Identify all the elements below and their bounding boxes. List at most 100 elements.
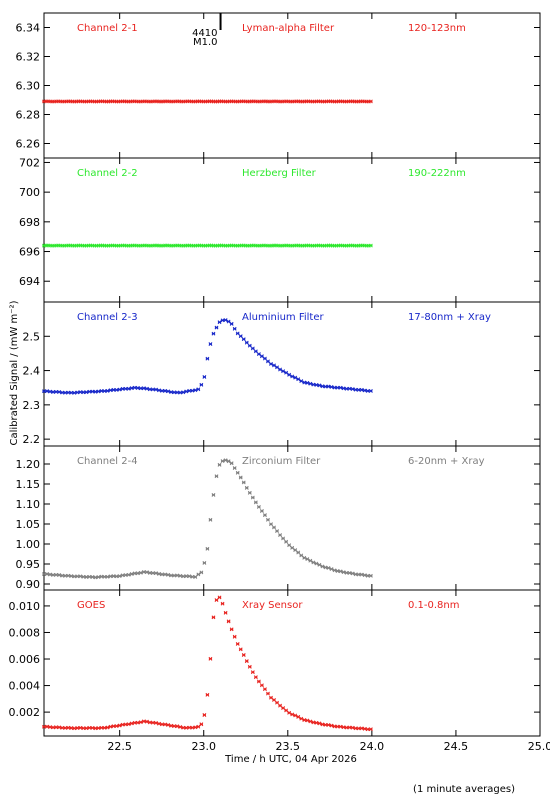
data-point	[187, 574, 192, 579]
data-point	[178, 725, 183, 729]
data-point	[341, 570, 346, 575]
data-point	[226, 619, 231, 624]
data-point	[181, 725, 186, 730]
data-point	[123, 722, 128, 727]
data-point	[353, 726, 358, 731]
x-tick-label: 25.0	[528, 740, 550, 753]
data-point	[368, 388, 373, 393]
data-point	[332, 724, 337, 729]
data-point	[150, 571, 155, 575]
data-point	[48, 389, 53, 394]
data-point	[244, 485, 249, 490]
data-point	[244, 340, 249, 345]
data-point	[275, 365, 279, 370]
data-point	[281, 536, 286, 541]
data-point	[317, 721, 322, 726]
data-point	[166, 572, 171, 577]
data-point	[57, 573, 62, 577]
data-point	[226, 459, 231, 464]
y-tick-label: 1.05	[16, 518, 41, 531]
data-point	[232, 466, 237, 470]
data-point	[350, 387, 355, 391]
data-point	[42, 572, 46, 577]
data-point	[45, 572, 49, 576]
data-point	[350, 571, 355, 576]
data-point	[63, 573, 68, 578]
data-point	[72, 390, 77, 395]
data-point	[311, 382, 316, 387]
data-point	[305, 380, 310, 385]
data-point	[150, 387, 155, 392]
series-2	[42, 243, 373, 248]
panel-filter-label: Herzberg Filter	[242, 168, 317, 179]
data-point	[317, 383, 322, 388]
data-point	[147, 570, 152, 575]
data-point	[256, 505, 261, 509]
data-point	[132, 385, 137, 390]
data-point	[356, 572, 361, 577]
data-point	[347, 570, 352, 575]
data-point	[368, 727, 373, 732]
data-point	[57, 725, 62, 730]
data-point	[60, 725, 65, 730]
y-tick-label: 6.34	[16, 22, 41, 35]
data-point	[362, 388, 367, 393]
data-point	[356, 726, 361, 731]
data-point	[199, 570, 204, 575]
panel-filter-label: Zirconium Filter	[242, 456, 321, 467]
data-point	[48, 572, 53, 577]
data-point	[169, 390, 174, 395]
data-point	[365, 727, 370, 732]
data-point	[302, 380, 307, 385]
data-point	[214, 598, 219, 602]
data-point	[102, 574, 107, 579]
data-point	[223, 610, 228, 615]
plot-frame	[43, 12, 541, 737]
data-point	[266, 517, 270, 522]
data-point	[51, 390, 56, 394]
data-point	[308, 558, 313, 563]
data-point	[259, 683, 264, 688]
x-tick-label: 24.0	[360, 740, 385, 753]
data-point	[135, 571, 140, 576]
data-point	[365, 389, 370, 393]
data-point	[132, 571, 137, 576]
data-point	[51, 572, 56, 577]
y-tick-label: 0.95	[16, 558, 41, 571]
data-point	[190, 574, 195, 579]
series-3	[42, 318, 373, 395]
data-point	[299, 379, 304, 384]
data-point	[90, 725, 95, 730]
data-point	[299, 553, 304, 558]
data-point	[202, 560, 207, 565]
data-point	[262, 356, 267, 361]
data-point	[196, 387, 201, 392]
data-point	[269, 695, 273, 700]
data-point	[344, 386, 349, 391]
data-point	[311, 720, 316, 725]
data-point	[332, 385, 337, 390]
data-point	[238, 334, 243, 339]
panel-channel-label: Channel 2-3	[77, 312, 138, 323]
data-point	[81, 574, 86, 579]
data-point	[190, 388, 195, 393]
data-point	[266, 359, 270, 364]
data-point	[323, 722, 328, 727]
data-point	[48, 725, 53, 730]
data-point	[129, 572, 134, 576]
data-point	[214, 325, 219, 330]
panel-5: 0.002 0.004 0.006 0.008 0.010 GOES Xray Sensor…	[9, 590, 541, 736]
data-point	[99, 389, 104, 393]
panel-band-label: 190-222nm	[408, 168, 466, 179]
data-point	[172, 573, 177, 578]
data-point	[344, 570, 349, 575]
data-point	[117, 387, 122, 392]
data-point	[45, 389, 49, 394]
data-point	[341, 725, 346, 730]
data-point	[238, 647, 243, 652]
data-point	[338, 569, 343, 574]
y-tick-label: 0.010	[9, 600, 41, 613]
data-point	[356, 387, 361, 392]
data-point	[335, 385, 340, 390]
